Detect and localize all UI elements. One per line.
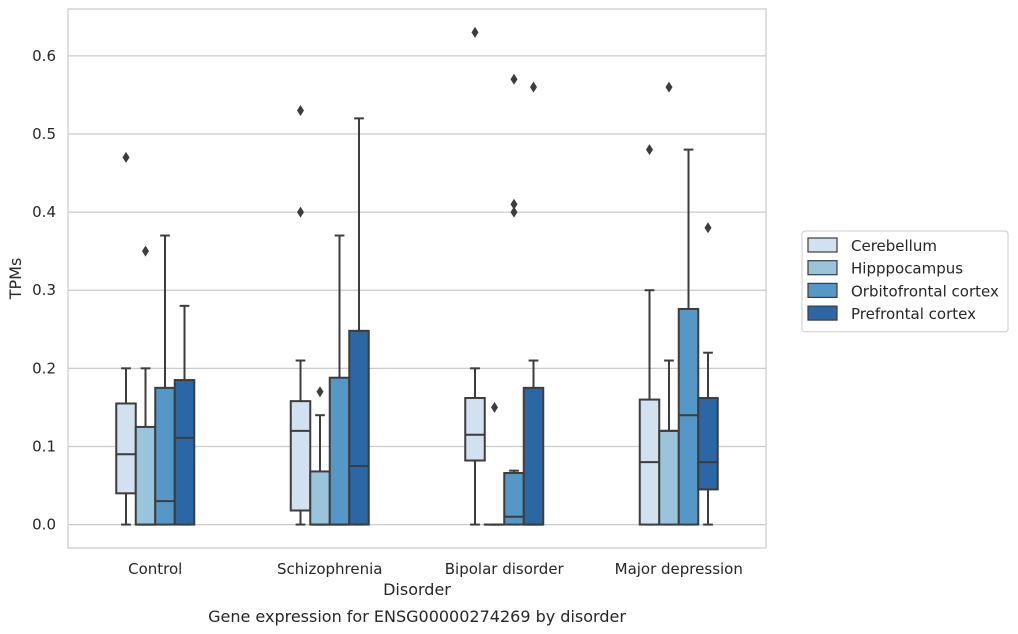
legend-swatch <box>807 282 838 298</box>
outlier-point <box>704 222 712 234</box>
box-1-3 <box>658 81 680 526</box>
box-1-1 <box>309 386 331 526</box>
box-iqr <box>522 386 545 526</box>
x-tick-label: Bipolar disorder <box>445 560 565 578</box>
outlier-point <box>297 105 304 117</box>
box-0-3 <box>638 144 661 526</box>
y-tick-label: 0.2 <box>32 359 56 377</box>
outlier-point <box>510 73 518 85</box>
box-iqr <box>289 400 312 512</box>
outlier-point <box>510 198 518 210</box>
x-tick-label: Schizophrenia <box>277 560 382 578</box>
box-0-0 <box>115 151 137 526</box>
box-iqr <box>115 402 137 495</box>
box-3-1 <box>348 117 370 526</box>
legend-swatch <box>807 305 838 321</box>
legend-label: Cerebellum <box>851 237 937 255</box>
box-iqr <box>677 307 700 526</box>
y-tick-label: 0.3 <box>32 281 56 299</box>
legend-swatch <box>807 260 838 276</box>
box-iqr <box>309 470 331 526</box>
box-2-3 <box>677 148 700 526</box>
box-iqr <box>658 429 680 526</box>
y-tick-label: 0.6 <box>32 47 56 65</box>
y-tick-label: 0.4 <box>32 203 56 221</box>
outlier-point <box>510 206 518 218</box>
box-2-2 <box>503 73 525 526</box>
plot-frame <box>67 8 767 549</box>
outlier-point <box>297 206 304 218</box>
box-1-2 <box>483 401 506 526</box>
box-3-3 <box>697 222 719 526</box>
box-iqr <box>697 397 719 491</box>
outlier-point <box>665 81 673 93</box>
box-iqr <box>134 425 157 526</box>
legend-label: Orbitofrontal cortex <box>851 282 999 300</box>
y-tick-label: 0.0 <box>32 516 56 534</box>
legend-label: Hipppocampus <box>851 260 963 278</box>
outlier-point <box>530 81 537 93</box>
outlier-point <box>491 401 498 413</box>
x-tick-label: Major depression <box>615 560 743 578</box>
legend-swatch <box>807 237 838 253</box>
legend: Cerebellum Hipppocampus Orbitofrontal cort… <box>801 230 1009 333</box>
box-iqr <box>348 329 370 526</box>
box-iqr <box>328 376 351 526</box>
outlier-point <box>471 26 479 38</box>
box-1-0 <box>134 245 157 526</box>
box-iqr <box>464 397 486 462</box>
box-3-2 <box>522 81 545 526</box>
outlier-point <box>316 386 324 398</box>
outlier-point <box>142 245 149 257</box>
y-tick-label: 0.1 <box>32 437 56 455</box>
box-iqr <box>154 386 176 526</box>
outlier-point <box>122 151 130 163</box>
x-tick-labels: Control Schizophrenia Bipolar disorder Majo… <box>128 560 743 578</box>
chart-caption: Gene expression for ENSG00000274269 by d… <box>208 607 626 626</box>
y-axis-title: TPMs <box>6 258 25 301</box>
legend-items: Cerebellum Hipppocampus Orbitofrontal cort… <box>807 237 999 323</box>
box-plot-series <box>115 26 719 526</box>
y-tick-label: 0.5 <box>32 125 56 143</box>
y-tick-labels: 0.0 0.1 0.2 0.3 0.4 0.5 0.6 <box>32 47 56 534</box>
x-tick-label: Control <box>128 560 182 578</box>
box-iqr <box>173 379 196 526</box>
box-2-1 <box>328 234 351 526</box>
x-axis-title: Disorder <box>383 580 451 599</box>
box-0-2 <box>464 26 486 526</box>
legend-label: Prefrontal cortex <box>851 305 976 323</box>
box-3-0 <box>173 304 196 526</box>
box-2-0 <box>154 234 176 526</box>
outlier-point <box>646 144 653 156</box>
box-0-1 <box>289 105 312 526</box>
legend-frame <box>801 230 1009 333</box>
